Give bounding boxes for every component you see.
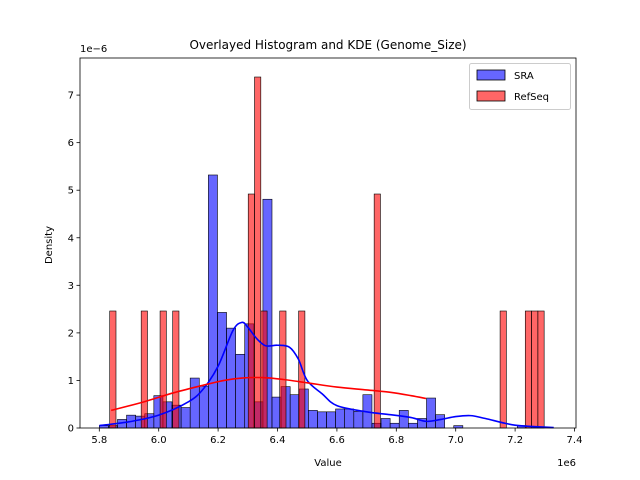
x-tick-label: 7.2 [507, 435, 523, 446]
refseq-kde-line [110, 376, 427, 412]
sra-bar [335, 408, 345, 429]
axes-border [79, 57, 577, 429]
refseq-bar [373, 193, 381, 429]
axes-frame [79, 57, 577, 429]
sra-bar [189, 377, 200, 429]
y-offset-label: 1e−6 [80, 44, 107, 55]
sra-bar [217, 312, 227, 429]
sra-bar [389, 422, 400, 429]
y-tick-label: 1 [68, 376, 74, 387]
y-axis-label: Density [44, 226, 55, 264]
sra-bar [426, 397, 436, 429]
sra-bar [180, 407, 191, 429]
refseq-bar [140, 310, 148, 429]
y-tick-label: 3 [68, 281, 74, 292]
y-tick-label: 0 [68, 424, 74, 435]
y-tick-label: 7 [68, 91, 74, 102]
chart-title: Overlayed Histogram and KDE (Genome_Size… [189, 38, 466, 52]
kde-lines [99, 321, 554, 429]
sra-bar [317, 411, 327, 429]
y-tick-label: 6 [68, 138, 74, 149]
legend: SRA RefSeq [469, 63, 571, 110]
refseq-bar [499, 310, 507, 429]
sra-bar [435, 414, 445, 429]
legend-swatch-sra [476, 69, 506, 81]
y-tick-label: 4 [68, 233, 74, 244]
x-tick-label: 6.6 [329, 435, 345, 446]
sra-bar [408, 422, 418, 429]
sra-bar [353, 411, 364, 429]
refseq-bar [247, 193, 255, 429]
x-tick-label: 6.0 [151, 435, 167, 446]
refseq-bar [279, 310, 287, 429]
refseq-bar [524, 310, 532, 429]
sra-bar [326, 411, 336, 429]
refseq-bar [254, 76, 262, 429]
refseq-bar [531, 310, 539, 429]
refseq-bar [260, 310, 268, 429]
x-tick-label: 6.2 [210, 435, 226, 446]
x-tick-label: 7.0 [448, 435, 464, 446]
y-axis-ticks: 0 1 2 3 4 5 6 7 [68, 91, 80, 435]
x-tick-label: 6.8 [388, 435, 404, 446]
sra-bar [398, 410, 409, 429]
refseq-bar [172, 310, 180, 429]
refseq-bar [537, 310, 545, 429]
refseq-bar [159, 310, 167, 429]
sra-bar [289, 394, 300, 429]
x-axis-ticks: 5.8 6.0 6.2 6.4 6.6 6.8 7.0 7.2 7.4 [91, 428, 582, 446]
sra-bar [235, 353, 246, 429]
x-axis-label: Value [314, 458, 341, 469]
x-tick-label: 5.8 [91, 435, 107, 446]
y-tick-label: 2 [68, 328, 74, 339]
x-tick-label: 6.4 [270, 435, 286, 446]
y-tick-label: 5 [68, 186, 74, 197]
x-tick-label: 7.4 [567, 435, 583, 446]
sra-bar [208, 174, 218, 429]
x-offset-label: 1e6 [557, 458, 576, 469]
sra-bar [308, 410, 318, 429]
legend-swatch-refseq [476, 90, 506, 102]
sra-bar [380, 418, 391, 429]
legend-label-refseq: RefSeq [514, 92, 549, 103]
sra-bar [344, 408, 355, 429]
legend-label-sra: SRA [514, 71, 534, 82]
